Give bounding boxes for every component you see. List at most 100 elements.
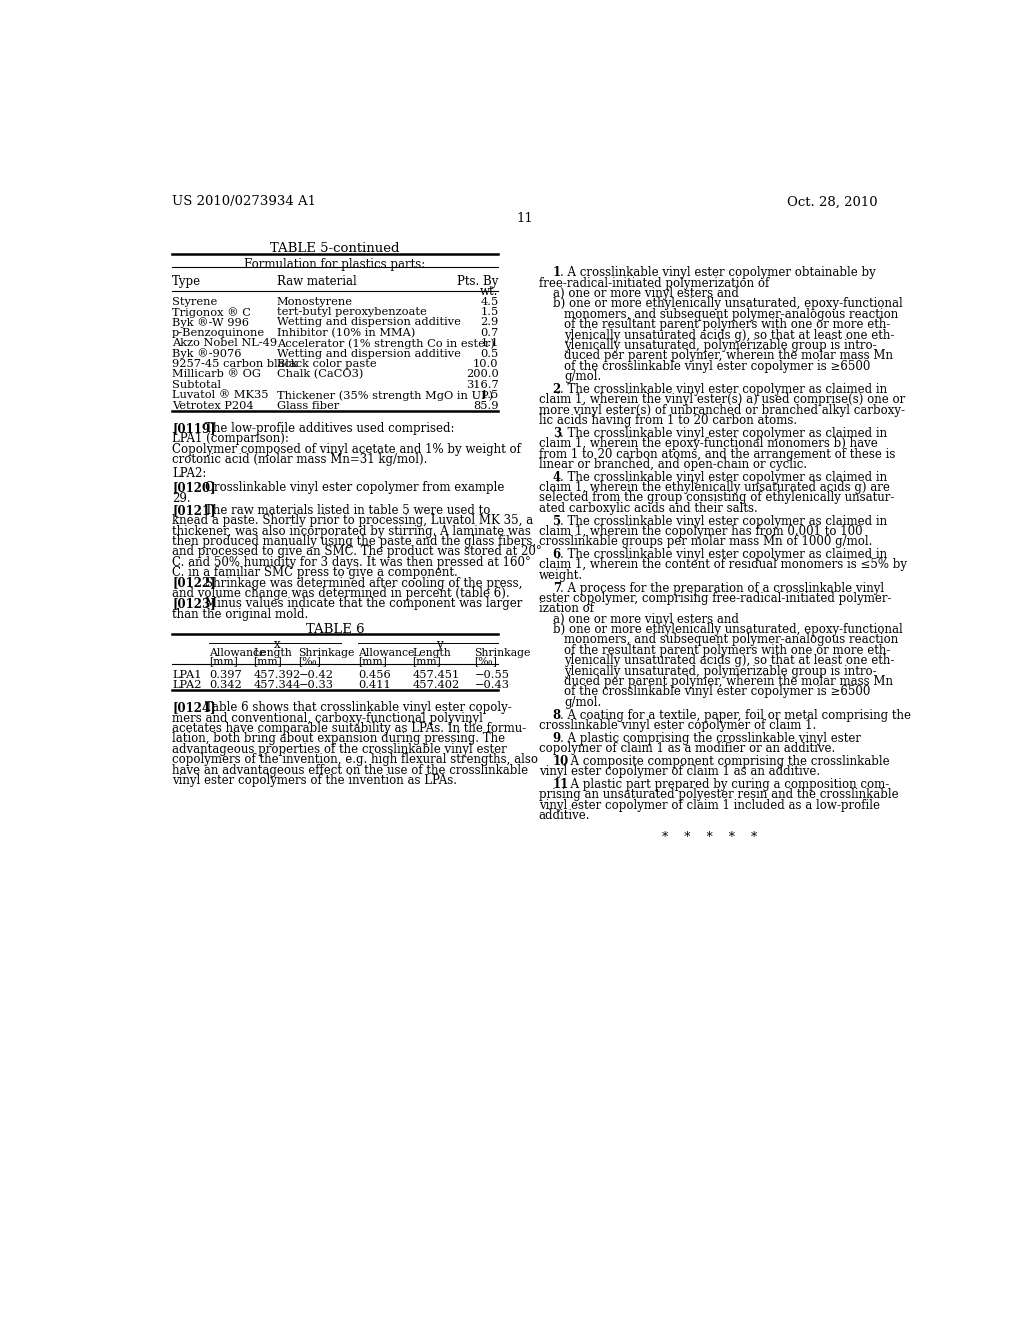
Text: vinyl ester copolymers of the invention as LPAs.: vinyl ester copolymers of the invention … [172, 774, 457, 787]
Text: crosslinkable groups per molar mass Mn of 1000 g/mol.: crosslinkable groups per molar mass Mn o… [539, 536, 872, 548]
Text: Allowance: Allowance [358, 648, 415, 659]
Text: linear or branched, and open-chain or cyclic.: linear or branched, and open-chain or cy… [539, 458, 807, 471]
Text: LPA2:: LPA2: [172, 467, 207, 480]
Text: and volume change was determined in percent (table 6).: and volume change was determined in perc… [172, 587, 510, 599]
Text: have an advantageous effect on the use of the crosslinkable: have an advantageous effect on the use o… [172, 763, 528, 776]
Text: 457.344: 457.344 [254, 680, 301, 690]
Text: 457.392: 457.392 [254, 669, 301, 680]
Text: 1.5: 1.5 [480, 308, 499, 317]
Text: Monostyrene: Monostyrene [276, 297, 353, 306]
Text: Black color paste: Black color paste [276, 359, 377, 370]
Text: g/mol.: g/mol. [564, 696, 601, 709]
Text: 2: 2 [553, 383, 561, 396]
Text: Byk ®-9076: Byk ®-9076 [172, 348, 242, 359]
Text: monomers, and subsequent polymer-analogous reaction: monomers, and subsequent polymer-analogo… [564, 308, 899, 321]
Text: of the crosslinkable vinyl ester copolymer is ≥6500: of the crosslinkable vinyl ester copolym… [564, 360, 870, 372]
Text: wt.: wt. [480, 285, 499, 298]
Text: [mm]: [mm] [209, 656, 239, 667]
Text: lic acids having from 1 to 20 carbon atoms.: lic acids having from 1 to 20 carbon ato… [539, 414, 797, 428]
Text: 4: 4 [553, 471, 561, 483]
Text: Copolymer composed of vinyl acetate and 1% by weight of: Copolymer composed of vinyl acetate and … [172, 442, 521, 455]
Text: . A composite component comprising the crosslinkable: . A composite component comprising the c… [563, 755, 890, 768]
Text: . A plastic part prepared by curing a composition com-: . A plastic part prepared by curing a co… [563, 777, 889, 791]
Text: The low-profile additives used comprised:: The low-profile additives used comprised… [205, 422, 455, 434]
Text: 0.397: 0.397 [209, 669, 242, 680]
Text: 3: 3 [553, 426, 561, 440]
Text: 7: 7 [553, 582, 561, 594]
Text: C. in a familiar SMC press to give a component.: C. in a familiar SMC press to give a com… [172, 566, 458, 579]
Text: monomers, and subsequent polymer-analogous reaction: monomers, and subsequent polymer-analogo… [564, 634, 899, 647]
Text: y: y [436, 638, 442, 651]
Text: Shrinkage: Shrinkage [299, 648, 355, 659]
Text: 1: 1 [553, 267, 561, 280]
Text: 1.1: 1.1 [480, 338, 499, 348]
Text: LPA1 (comparison):: LPA1 (comparison): [172, 432, 289, 445]
Text: Inhibitor (10% in MMA): Inhibitor (10% in MMA) [276, 327, 415, 338]
Text: Trigonox ® C: Trigonox ® C [172, 308, 251, 318]
Text: Glass fiber: Glass fiber [276, 400, 339, 411]
Text: tert-butyl peroxybenzoate: tert-butyl peroxybenzoate [276, 308, 427, 317]
Text: 457.402: 457.402 [413, 680, 460, 690]
Text: Minus values indicate that the component was larger: Minus values indicate that the component… [205, 598, 522, 610]
Text: Type: Type [172, 275, 202, 288]
Text: Formulation for plastics parts:: Formulation for plastics parts: [245, 257, 426, 271]
Text: crotonic acid (molar mass Mn=31 kg/mol).: crotonic acid (molar mass Mn=31 kg/mol). [172, 453, 428, 466]
Text: TABLE 6: TABLE 6 [305, 623, 365, 636]
Text: Subtotal: Subtotal [172, 380, 221, 389]
Text: and processed to give an SMC. The product was stored at 20°: and processed to give an SMC. The produc… [172, 545, 542, 558]
Text: from 1 to 20 carbon atoms, and the arrangement of these is: from 1 to 20 carbon atoms, and the arran… [539, 447, 895, 461]
Text: 11: 11 [553, 777, 569, 791]
Text: . The crosslinkable vinyl ester copolymer as claimed in: . The crosslinkable vinyl ester copolyme… [560, 471, 887, 483]
Text: claim 1, wherein the ethylenically unsaturated acids g) are: claim 1, wherein the ethylenically unsat… [539, 480, 890, 494]
Text: of the crosslinkable vinyl ester copolymer is ≥6500: of the crosslinkable vinyl ester copolym… [564, 685, 870, 698]
Text: additive.: additive. [539, 809, 590, 822]
Text: Shrinkage was determined after cooling of the press,: Shrinkage was determined after cooling o… [205, 577, 522, 590]
Text: b) one or more ethylenically unsaturated, epoxy-functional: b) one or more ethylenically unsaturated… [553, 623, 902, 636]
Text: Length: Length [413, 648, 452, 659]
Text: . A coating for a textile, paper, foil or metal comprising the: . A coating for a textile, paper, foil o… [560, 709, 910, 722]
Text: ylenically unsaturated acids g), so that at least one eth-: ylenically unsaturated acids g), so that… [564, 329, 895, 342]
Text: Wetting and dispersion additive: Wetting and dispersion additive [276, 317, 461, 327]
Text: 8: 8 [553, 709, 561, 722]
Text: The raw materials listed in table 5 were used to: The raw materials listed in table 5 were… [205, 504, 490, 516]
Text: 0.342: 0.342 [209, 680, 242, 690]
Text: Vetrotex P204: Vetrotex P204 [172, 400, 254, 411]
Text: prising an unsaturated polyester resin and the crosslinkable: prising an unsaturated polyester resin a… [539, 788, 898, 801]
Text: Millicarb ® OG: Millicarb ® OG [172, 370, 261, 379]
Text: . The crosslinkable vinyl ester copolymer as claimed in: . The crosslinkable vinyl ester copolyme… [560, 426, 887, 440]
Text: claim 1, wherein the vinyl ester(s) a) used comprise(s) one or: claim 1, wherein the vinyl ester(s) a) u… [539, 393, 905, 407]
Text: ylenically unsaturated, polymerizable group is intro-: ylenically unsaturated, polymerizable gr… [564, 665, 877, 677]
Text: [mm]: [mm] [254, 656, 283, 667]
Text: −0.43: −0.43 [474, 680, 509, 690]
Text: 0.411: 0.411 [358, 680, 391, 690]
Text: [0119]: [0119] [172, 422, 216, 434]
Text: ylenically unsaturated acids g), so that at least one eth-: ylenically unsaturated acids g), so that… [564, 655, 895, 668]
Text: 11: 11 [516, 213, 534, 226]
Text: 6: 6 [553, 548, 561, 561]
Text: Accelerator (1% strength Co in ester): Accelerator (1% strength Co in ester) [276, 338, 495, 348]
Text: Table 6 shows that crosslinkable vinyl ester copoly-: Table 6 shows that crosslinkable vinyl e… [205, 701, 511, 714]
Text: crosslinkable vinyl ester copolymer of claim 1.: crosslinkable vinyl ester copolymer of c… [539, 719, 816, 733]
Text: Pts. By: Pts. By [457, 275, 499, 288]
Text: ization of: ization of [539, 602, 594, 615]
Text: LPA2: LPA2 [172, 680, 202, 690]
Text: 200.0: 200.0 [466, 370, 499, 379]
Text: 1.5: 1.5 [480, 391, 499, 400]
Text: vinyl ester copolymer of claim 1 included as a low-profile: vinyl ester copolymer of claim 1 include… [539, 799, 880, 812]
Text: Shrinkage: Shrinkage [474, 648, 530, 659]
Text: claim 1, wherein the copolymer has from 0.001 to 100: claim 1, wherein the copolymer has from … [539, 525, 862, 539]
Text: [‰]: [‰] [299, 656, 322, 667]
Text: −0.42: −0.42 [299, 669, 334, 680]
Text: copolymers of the invention, e.g. high flexural strengths, also: copolymers of the invention, e.g. high f… [172, 754, 539, 766]
Text: [0124]: [0124] [172, 701, 216, 714]
Text: [0120]: [0120] [172, 482, 216, 495]
Text: advantageous properties of the crosslinkable vinyl ester: advantageous properties of the crosslink… [172, 743, 507, 756]
Text: claim 1, wherein the epoxy-functional monomers b) have: claim 1, wherein the epoxy-functional mo… [539, 437, 878, 450]
Text: more vinyl ester(s) of unbranched or branched alkyl carboxy-: more vinyl ester(s) of unbranched or bra… [539, 404, 905, 417]
Text: US 2010/0273934 A1: US 2010/0273934 A1 [172, 195, 316, 209]
Text: 0.7: 0.7 [480, 327, 499, 338]
Text: 9257-45 carbon black: 9257-45 carbon black [172, 359, 298, 370]
Text: Wetting and dispersion additive: Wetting and dispersion additive [276, 348, 461, 359]
Text: . A process for the preparation of a crosslinkable vinyl: . A process for the preparation of a cro… [560, 582, 884, 594]
Text: than the original mold.: than the original mold. [172, 607, 308, 620]
